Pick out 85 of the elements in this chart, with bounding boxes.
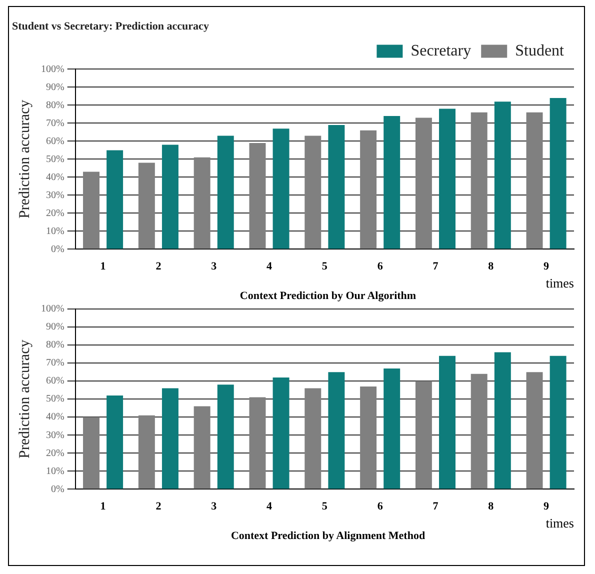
y-tick-label: 10% [46, 226, 64, 237]
bar [83, 417, 100, 489]
x-tick-label: 1 [100, 500, 106, 513]
y-tick-label: 30% [46, 190, 64, 201]
bar [138, 415, 155, 489]
x-tick-label: 9 [544, 260, 550, 273]
x-tick-label: 4 [266, 260, 273, 273]
bar [106, 395, 124, 489]
bar [304, 388, 322, 489]
x-axis-title: times [546, 276, 574, 291]
bar [249, 397, 266, 489]
x-tick-label: 5 [322, 500, 328, 513]
x-tick-label: 1 [100, 260, 106, 273]
bar [384, 116, 400, 249]
x-tick-label: 4 [266, 500, 273, 513]
y-tick-label: 60% [46, 136, 64, 147]
x-tick-label: 8 [488, 500, 494, 513]
bar [360, 130, 377, 249]
chart-title: Student vs Secretary: Prediction accuracy [12, 20, 210, 32]
bar [217, 384, 234, 489]
text: Context Prediction by Our Algorithm [238, 290, 418, 302]
x-tick-label: 2 [156, 500, 162, 513]
y-tick-label: 90% [46, 82, 64, 93]
y-tick-label: 10% [46, 466, 64, 477]
bar [415, 118, 432, 249]
bar [328, 372, 345, 489]
bar [550, 356, 566, 489]
y-tick-label: 40% [46, 172, 64, 183]
y-tick-label: 0% [50, 484, 64, 495]
x-axis-title: times [546, 516, 574, 531]
x-tick-label: 7 [432, 260, 439, 273]
bar [83, 172, 100, 249]
y-tick-label: 100% [40, 304, 64, 315]
legend-label: Secretary [410, 42, 472, 60]
y-axis-title: Prediction accuracy [16, 339, 33, 458]
bar [272, 128, 290, 249]
bar [526, 372, 543, 489]
bar [550, 98, 566, 249]
y-tick-label: 80% [46, 100, 64, 111]
y-tick-label: 30% [46, 430, 64, 441]
y-tick-label: 70% [46, 118, 64, 129]
x-tick-label: 3 [211, 500, 218, 513]
x-tick-label: 9 [544, 500, 550, 513]
bar [439, 108, 456, 249]
bar [470, 374, 488, 489]
bar [217, 136, 234, 249]
bar [194, 406, 210, 489]
y-tick-label: 90% [46, 322, 64, 333]
bar [304, 136, 322, 249]
bar [162, 144, 178, 249]
x-tick-label: 5 [322, 260, 328, 273]
y-tick-label: 20% [46, 208, 64, 219]
bar [470, 112, 488, 249]
text: Context Prediction by Alignment Method [230, 530, 426, 542]
x-tick-label: 2 [156, 260, 162, 273]
y-axis-title: Prediction accuracy [16, 99, 33, 219]
bar [415, 381, 432, 489]
bar [328, 125, 345, 249]
x-tick-label: 6 [377, 260, 384, 273]
bar [272, 377, 290, 489]
y-tick-label: 20% [46, 448, 64, 459]
bar [249, 143, 266, 249]
x-tick-label: 8 [488, 260, 494, 273]
bar [494, 352, 511, 489]
bar [384, 368, 400, 489]
y-tick-label: 0% [50, 244, 64, 255]
x-tick-label: 6 [377, 500, 384, 513]
bar [439, 356, 456, 489]
bar [106, 150, 124, 249]
y-tick-label: 50% [46, 154, 64, 165]
x-tick-label: 7 [432, 500, 439, 513]
y-tick-label: 80% [46, 340, 64, 351]
legend-label: Student [515, 42, 565, 60]
bar [494, 102, 511, 249]
y-tick-label: 50% [46, 394, 64, 405]
bar [194, 157, 210, 249]
y-tick-label: 70% [46, 358, 64, 369]
bar [162, 388, 178, 489]
y-tick-label: 60% [46, 376, 64, 387]
y-tick-label: 40% [46, 412, 64, 423]
bar [138, 162, 155, 249]
x-tick-label: 3 [211, 260, 218, 273]
bar [360, 386, 377, 489]
y-tick-label: 100% [40, 64, 64, 75]
bar [526, 112, 543, 249]
